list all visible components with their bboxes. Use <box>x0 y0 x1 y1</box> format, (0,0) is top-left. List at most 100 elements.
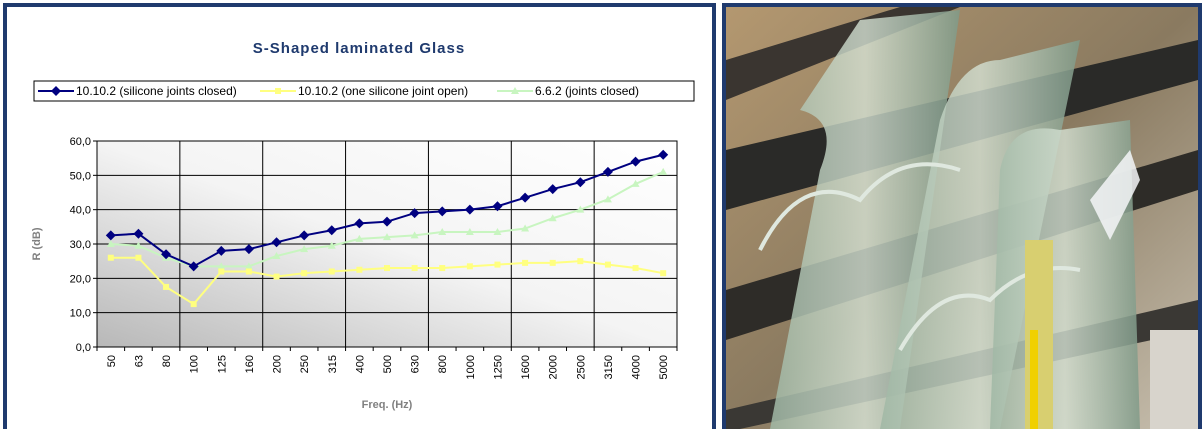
marker <box>326 225 337 236</box>
marker <box>575 177 586 188</box>
marker <box>521 224 530 232</box>
x-tick-label: 2500 <box>575 355 587 379</box>
x-tick-label: 80 <box>161 355 173 367</box>
legend-label: 6.6.2 (joints closed) <box>535 84 639 98</box>
marker <box>106 240 115 247</box>
marker <box>218 268 225 275</box>
marker <box>382 216 392 227</box>
x-tick-label: 50 <box>106 355 118 367</box>
marker <box>135 254 142 261</box>
y-tick-label: 60,0 <box>70 136 91 148</box>
legend-label: 10.10.2 (silicone joints closed) <box>76 84 237 98</box>
marker <box>658 149 669 160</box>
marker <box>603 195 612 203</box>
marker <box>466 263 473 270</box>
x-tick-label: 200 <box>272 355 284 373</box>
marker <box>630 156 641 167</box>
chart: S-Shaped laminated Glass 0,0 10,0 20,0 30,0 4… <box>31 40 695 411</box>
marker <box>492 201 503 212</box>
marker <box>133 228 144 239</box>
marker <box>411 265 418 272</box>
marker <box>548 214 557 222</box>
marker <box>134 241 143 249</box>
x-tick-label: 63 <box>133 355 145 367</box>
y-tick-label: 40,0 <box>70 205 91 217</box>
marker <box>161 249 172 260</box>
marker <box>547 184 558 195</box>
marker <box>271 237 282 248</box>
marker <box>632 265 639 272</box>
x-tick-label: 1000 <box>465 355 477 379</box>
marker <box>105 230 116 241</box>
marker <box>384 265 390 272</box>
marker <box>243 244 254 255</box>
x-tick-label: 2000 <box>548 355 560 379</box>
marker <box>439 265 446 272</box>
marker <box>356 266 363 273</box>
marker <box>217 262 226 270</box>
marker <box>409 208 420 219</box>
x-tick-label: 630 <box>410 355 422 373</box>
marker <box>244 262 253 270</box>
marker <box>301 270 308 277</box>
marker <box>576 205 585 213</box>
plot-border <box>96 140 678 348</box>
x-tick-label: 800 <box>437 355 449 373</box>
x-tick-label: 250 <box>299 355 311 373</box>
marker <box>549 259 556 266</box>
x-tick-label: 315 <box>327 355 339 373</box>
marker <box>299 230 310 241</box>
x-tick-label: 3150 <box>603 355 615 379</box>
marker <box>660 270 667 277</box>
marker <box>273 273 280 280</box>
y-tick-label: 30,0 <box>70 239 91 251</box>
marker <box>410 231 419 239</box>
x-tick-label: 125 <box>216 355 228 373</box>
marker <box>577 258 584 265</box>
marker <box>493 227 502 235</box>
marker <box>383 233 391 241</box>
legend-label: 10.10.2 (one silicone joint open) <box>298 84 468 98</box>
y-tick-label: 50,0 <box>70 170 91 182</box>
y-tick-label: 20,0 <box>70 273 91 285</box>
marker <box>631 179 640 187</box>
x-tick-label: 5000 <box>658 355 670 379</box>
marker <box>465 227 474 235</box>
y-tick-label: 0,0 <box>76 342 91 354</box>
x-tick-label: 500 <box>382 355 394 373</box>
chart-title: S-Shaped laminated Glass <box>253 40 465 57</box>
legend-marker <box>511 87 519 94</box>
x-tick-label: 1250 <box>492 355 504 379</box>
marker <box>464 204 475 215</box>
legend-marker <box>51 86 61 96</box>
x-tick-label: 1600 <box>520 355 532 379</box>
marker <box>522 259 529 266</box>
marker <box>438 227 447 235</box>
x-tick-label: 400 <box>354 355 366 373</box>
y-axis-label: R (dB) <box>31 227 43 260</box>
marker <box>494 261 501 268</box>
marker <box>659 167 668 175</box>
x-tick-label: 160 <box>244 355 256 373</box>
marker <box>163 283 170 290</box>
x-axis-label: Freq. (Hz) <box>362 399 413 411</box>
legend-box <box>33 80 695 102</box>
marker <box>245 268 252 275</box>
marker <box>107 254 114 261</box>
marker <box>354 218 365 229</box>
marker <box>437 206 448 217</box>
y-tick-label: 10,0 <box>70 308 91 320</box>
marker <box>188 261 199 272</box>
marker <box>355 234 364 242</box>
marker <box>216 245 227 256</box>
marker <box>272 252 281 260</box>
marker <box>602 166 613 177</box>
legend-marker <box>275 88 281 94</box>
x-tick-label: 4000 <box>631 355 643 379</box>
marker <box>327 241 336 249</box>
marker <box>300 245 309 253</box>
marker <box>190 301 197 308</box>
marker <box>328 268 335 275</box>
